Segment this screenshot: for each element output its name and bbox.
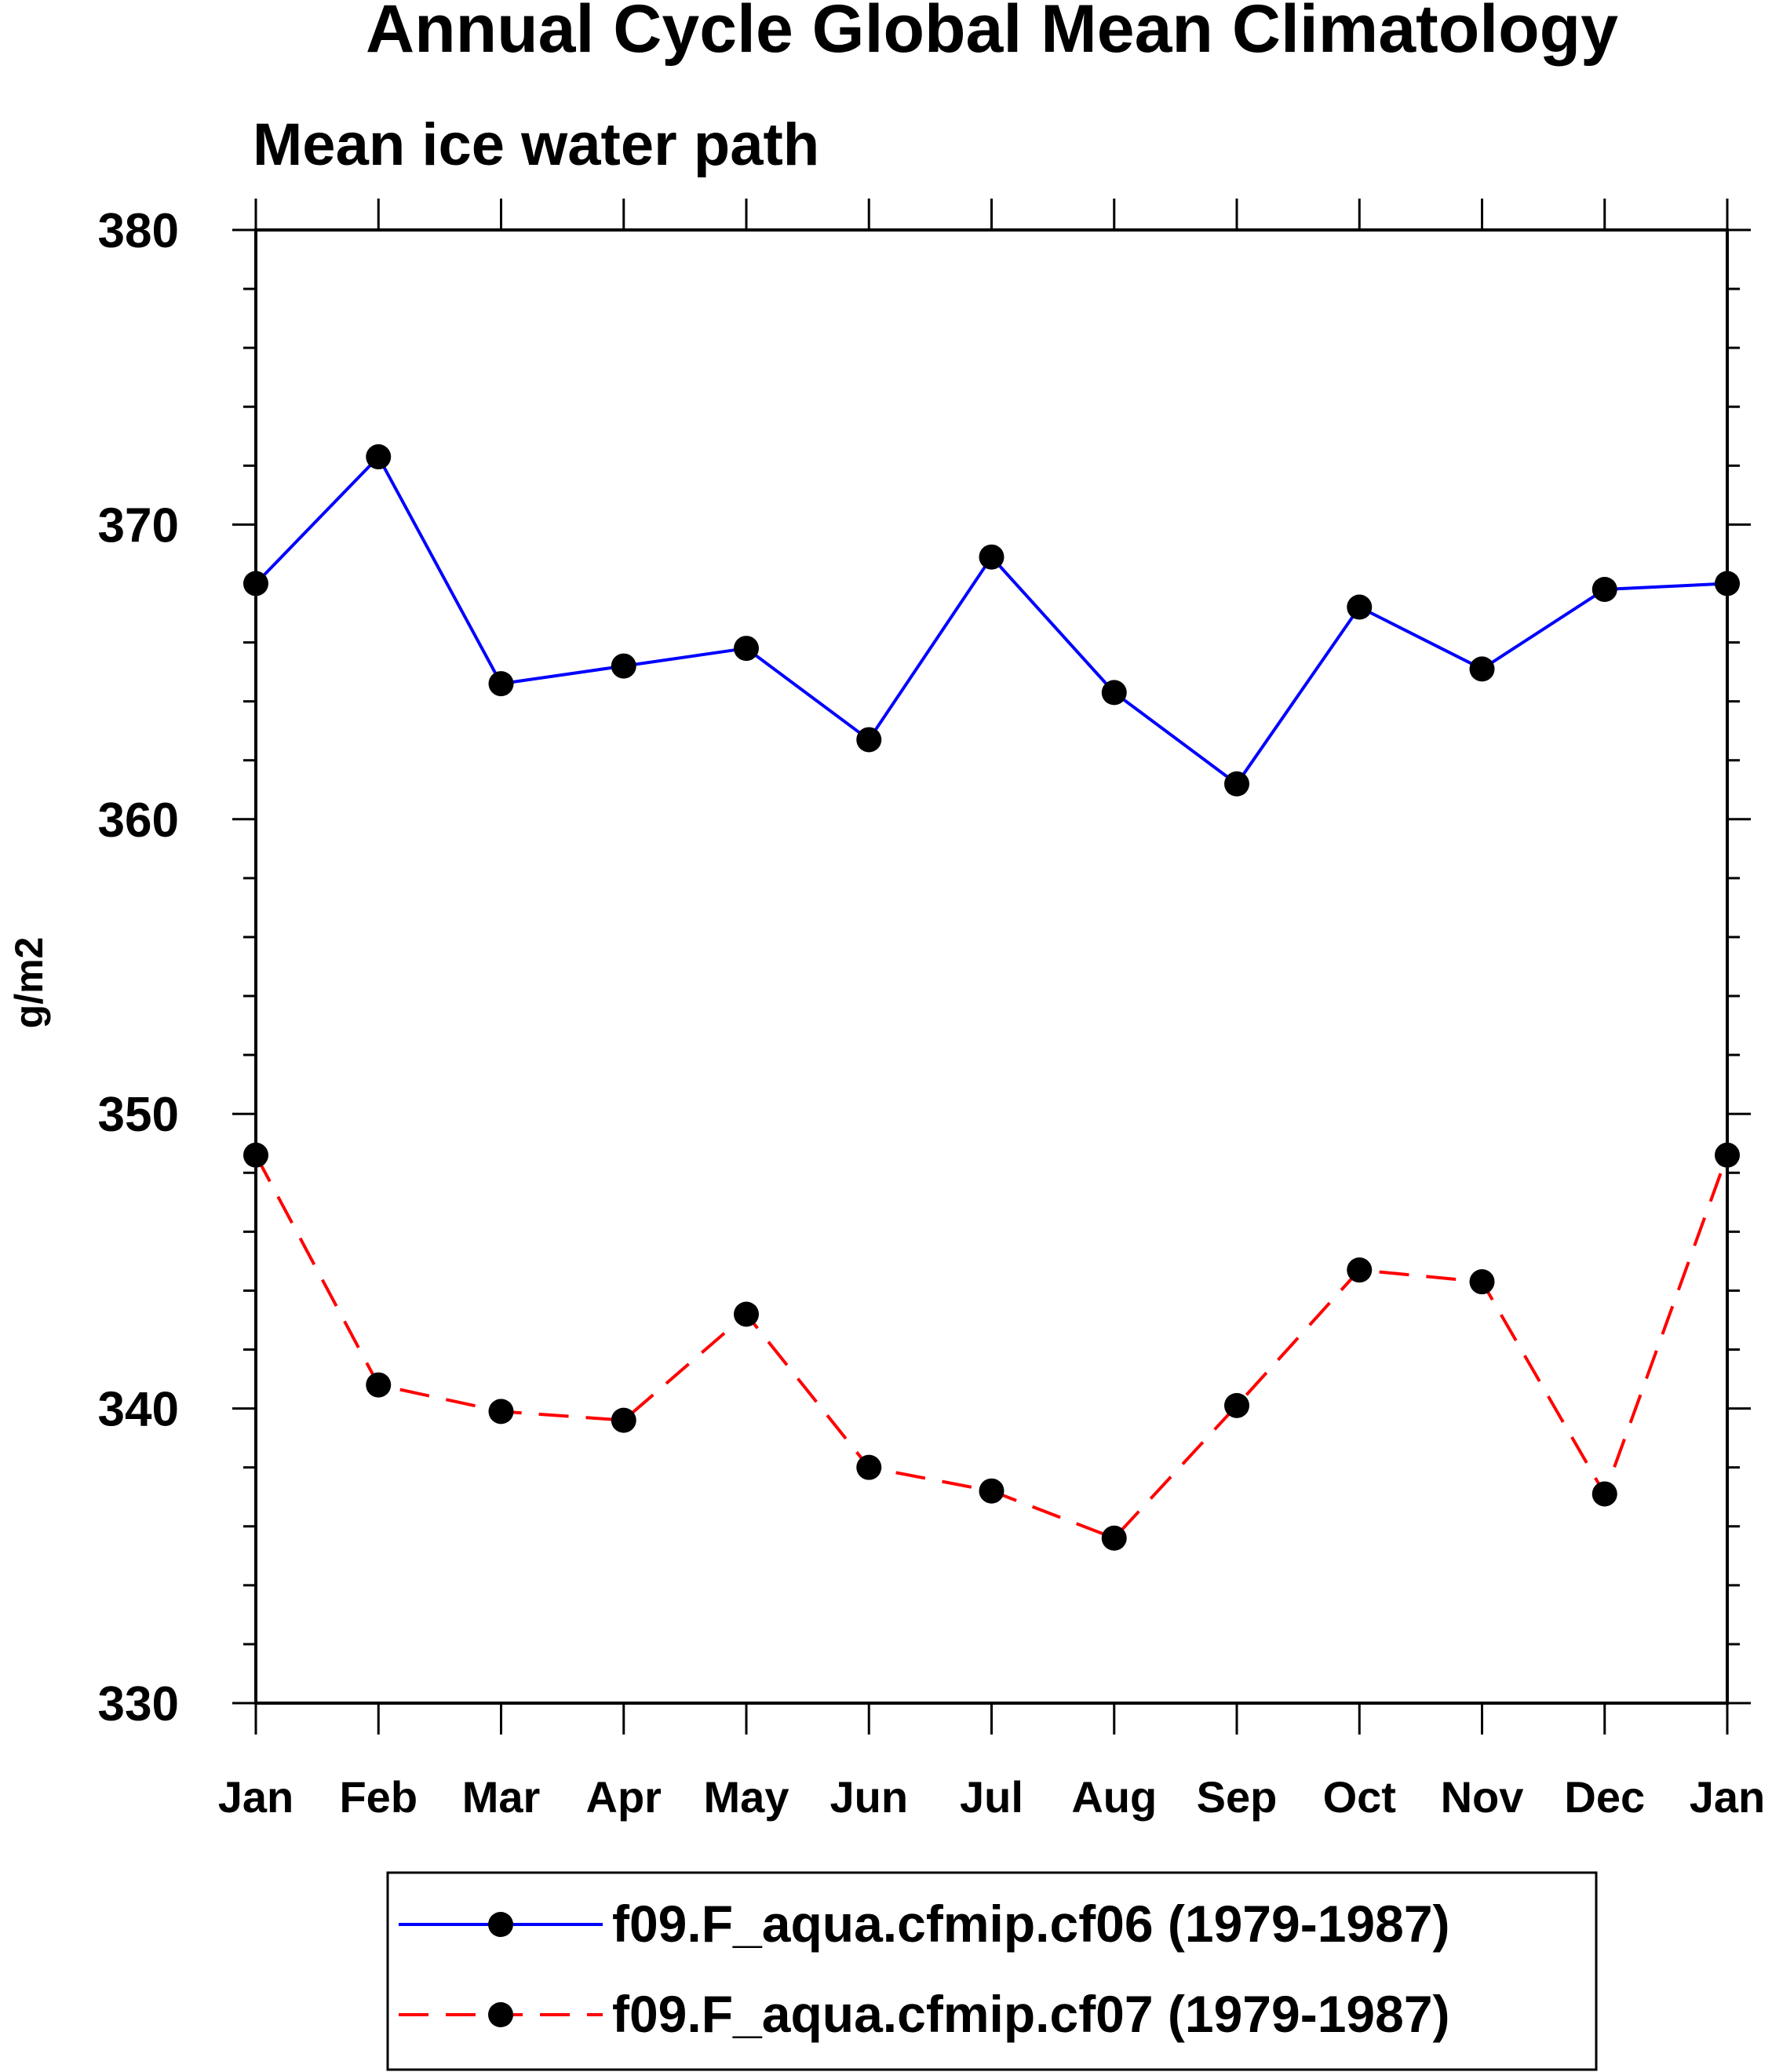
x-tick-label: Nov [1441, 1772, 1524, 1822]
chart-title: Annual Cycle Global Mean Climatology [366, 0, 1618, 67]
data-point-series-1 [1715, 1142, 1740, 1168]
data-point-series-0 [1592, 576, 1617, 602]
data-point-series-0 [979, 544, 1004, 570]
data-point-series-1 [1469, 1269, 1495, 1295]
legend: f09.F_aqua.cfmip.cf06 (1979-1987) f09.F_… [386, 1871, 1598, 2071]
legend-box [386, 1871, 1598, 2071]
chart-subtitle: Mean ice water path [253, 111, 819, 178]
data-point-series-1 [488, 1399, 514, 1424]
x-tick-label: Dec [1564, 1772, 1645, 1822]
y-tick-label: 360 [98, 793, 179, 848]
data-point-series-0 [1224, 771, 1249, 797]
x-tick-label: Jul [960, 1772, 1023, 1822]
data-point-series-1 [1347, 1257, 1373, 1283]
data-point-series-0 [1469, 656, 1495, 682]
data-point-series-1 [366, 1372, 392, 1398]
data-point-series-0 [243, 571, 268, 596]
data-point-series-1 [611, 1407, 636, 1433]
x-tick-label: Apr [586, 1772, 662, 1822]
x-tick-label: Sep [1197, 1772, 1278, 1822]
data-point-series-0 [366, 444, 392, 470]
data-point-series-1 [1592, 1481, 1617, 1507]
x-tick-label: Aug [1071, 1772, 1157, 1822]
data-point-series-1 [1101, 1525, 1127, 1551]
y-tick-label: 370 [98, 498, 179, 553]
series-line-0 [254, 454, 1728, 786]
y-tick-label: 340 [98, 1383, 179, 1437]
y-tick-labels: 330 340 350 360 370 380 [98, 204, 179, 1731]
legend-label-cf07: f09.F_aqua.cfmip.cf07 (1979-1987) [612, 1985, 1450, 2043]
data-point-series-1 [1224, 1392, 1249, 1418]
data-point-series-0 [1347, 594, 1373, 620]
x-tick-label: Oct [1323, 1772, 1396, 1822]
data-point-series-1 [243, 1142, 268, 1168]
data-point-series-0 [1715, 571, 1740, 596]
data-point-series-0 [1101, 680, 1127, 706]
y-tick-label: 380 [98, 204, 179, 258]
data-point-series-0 [488, 671, 514, 697]
legend-label-cf06: f09.F_aqua.cfmip.cf06 (1979-1987) [612, 1895, 1450, 1953]
x-tick-label: Jan [218, 1772, 294, 1822]
x-tick-labels: Jan Feb Mar Apr May Jun Jul Aug Sep Oct Nov Dec Jan [218, 1772, 1766, 1822]
data-point-series-1 [734, 1301, 759, 1327]
x-tick-label: Mar [462, 1772, 541, 1822]
series-group [243, 444, 1740, 1551]
data-point-series-1 [856, 1454, 882, 1480]
legend-marker-cf06 [488, 1912, 513, 1937]
legend-marker-cf07 [488, 2002, 513, 2027]
x-tick-label: Jun [829, 1772, 908, 1822]
x-tick-label: Jan [1690, 1772, 1766, 1822]
y-tick-label: 330 [98, 1677, 179, 1731]
x-tick-label: Feb [339, 1772, 417, 1822]
data-point-series-0 [611, 653, 636, 679]
y-axis-label: g/m2 [7, 937, 51, 1029]
x-tick-label: May [704, 1772, 789, 1822]
data-point-series-0 [856, 727, 882, 753]
data-point-series-1 [979, 1478, 1004, 1504]
axis-ticks [232, 199, 1751, 1735]
y-tick-label: 350 [98, 1088, 179, 1142]
data-point-series-0 [734, 636, 759, 662]
